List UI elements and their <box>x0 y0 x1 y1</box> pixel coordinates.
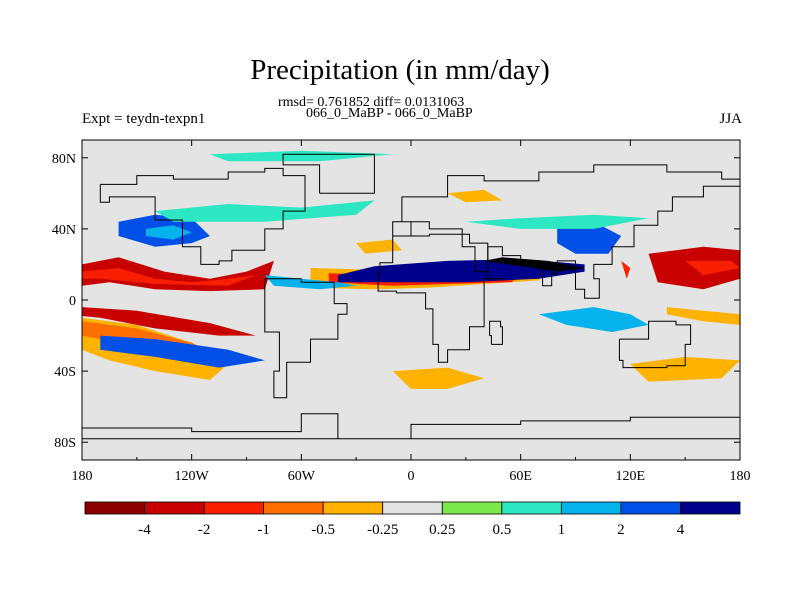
contour-region <box>465 214 649 229</box>
colorbar-label: -0.25 <box>367 522 398 538</box>
colorbar-swatch <box>382 501 443 515</box>
contour-region <box>447 189 503 203</box>
colorbar-label: 0.25 <box>429 522 455 538</box>
contour-region <box>356 239 402 254</box>
contour-region <box>538 307 649 332</box>
lat-tick-label: 40S <box>54 365 76 380</box>
contour-region <box>155 200 375 222</box>
coastline <box>282 153 375 194</box>
axis-layer: 180 120W 60W 0 60E 120E 180 80N 40N 0 40S 80S <box>52 140 751 484</box>
season-label: JJA <box>719 111 742 127</box>
colorbar-label: 4 <box>677 522 685 538</box>
lon-tick-label: 60E <box>509 469 532 484</box>
colorbar-swatch <box>322 501 384 515</box>
colorbar-swatch <box>501 501 562 515</box>
colorbar-swatch <box>263 501 324 515</box>
coastline-layer <box>82 153 740 440</box>
coastline <box>264 278 348 399</box>
coastline <box>489 320 503 345</box>
contour-region <box>685 260 740 276</box>
colorbar-label: -0.5 <box>311 522 335 538</box>
contour-region <box>557 221 622 254</box>
coastline <box>99 167 306 265</box>
contour-region <box>209 150 393 162</box>
contour-region <box>648 246 740 290</box>
colorbar-swatch <box>620 501 681 515</box>
contour-region <box>630 356 740 382</box>
colorbar-swatch <box>441 501 503 515</box>
colorbar-swatch <box>560 501 622 515</box>
coastline <box>377 233 505 363</box>
contour-region <box>392 367 485 389</box>
contour-region <box>82 307 256 336</box>
colorbar-label: -2 <box>198 522 211 538</box>
coastline <box>392 164 740 299</box>
lat-tick-label: 80S <box>54 436 76 451</box>
colorbar-label: -4 <box>138 522 151 538</box>
colorbar: -4 -2 -1 -0.5 -0.25 0.25 0.5 1 2 4 <box>84 501 741 538</box>
coastline <box>82 413 740 440</box>
map-background <box>82 140 740 460</box>
colorbar-label: -1 <box>257 522 270 538</box>
comparison-label: 066_0_MaBP - 066_0_MaBP <box>306 106 473 121</box>
coastline <box>618 320 692 369</box>
colorbar-label: 0.5 <box>492 522 511 538</box>
lon-tick-label: 120W <box>175 469 210 484</box>
lon-tick-label: 180 <box>730 469 751 484</box>
lon-tick-label: 180 <box>72 469 93 484</box>
colorbar-swatch <box>144 501 205 515</box>
experiment-label: Expt = teydn-texpn1 <box>82 111 206 127</box>
lon-tick-label: 60W <box>288 469 316 484</box>
colorbar-swatch <box>203 501 265 515</box>
colorbar-swatch <box>84 501 145 515</box>
lat-tick-label: 0 <box>69 294 76 309</box>
lat-tick-label: 80N <box>52 152 76 167</box>
lon-tick-label: 120E <box>616 469 646 484</box>
contour-region <box>82 268 256 286</box>
contour-region <box>666 307 740 325</box>
colorbar-label: 1 <box>558 522 566 538</box>
colorbar-swatch <box>680 501 741 515</box>
stats-line: rmsd= 0.761852 diff= 0.0131063 <box>278 95 465 110</box>
contour-region <box>100 335 265 368</box>
colorbar-label: 2 <box>617 522 625 538</box>
chart-title: Precipitation (in mm/day) <box>250 54 550 86</box>
contour-region <box>621 260 631 279</box>
lon-tick-label: 0 <box>408 469 415 484</box>
contour-region <box>146 225 192 240</box>
lat-tick-label: 40N <box>52 223 76 238</box>
